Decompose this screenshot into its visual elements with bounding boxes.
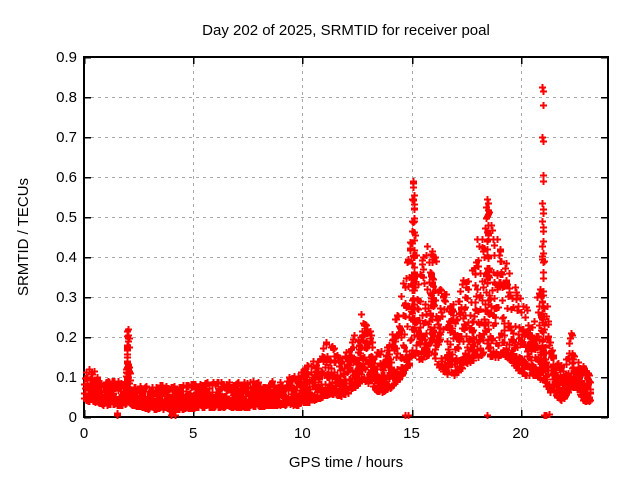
x-tick-label: 10 — [294, 425, 311, 442]
data-point-crosses — [81, 84, 594, 419]
y-tick-label: 0.3 — [56, 289, 77, 306]
x-tick-label: 15 — [403, 425, 420, 442]
plot-border — [83, 56, 609, 418]
y-tick-label: 0.5 — [56, 209, 77, 226]
chart-title: Day 202 of 2025, SRMTID for receiver poa… — [202, 22, 490, 39]
x-axis-label: GPS time / hours — [289, 454, 403, 471]
scatter-points — [81, 84, 594, 419]
y-tick-label: 0.6 — [56, 169, 77, 186]
plot-frame — [83, 56, 609, 418]
y-tick-label: 0 — [69, 409, 77, 426]
y-tick-label: 0.8 — [56, 89, 77, 106]
y-tick-label: 0.1 — [56, 369, 77, 386]
y-tick-label: 0.2 — [56, 329, 77, 346]
x-tick-label: 0 — [80, 425, 88, 442]
y-axis-label: SRMTID / TECUs — [15, 178, 32, 296]
axis-ticks — [83, 56, 608, 419]
axis-tick-labels: 0 5 10 15 20 0 0.1 0.2 0.3 0.4 0.5 0.6 0.7 0.8 0.9 — [56, 49, 529, 442]
x-tick-label: 5 — [189, 425, 197, 442]
y-tick-label: 0.7 — [56, 129, 77, 146]
y-tick-label: 0.9 — [56, 49, 77, 66]
x-tick-label: 20 — [512, 425, 529, 442]
y-tick-label: 0.4 — [56, 249, 77, 266]
